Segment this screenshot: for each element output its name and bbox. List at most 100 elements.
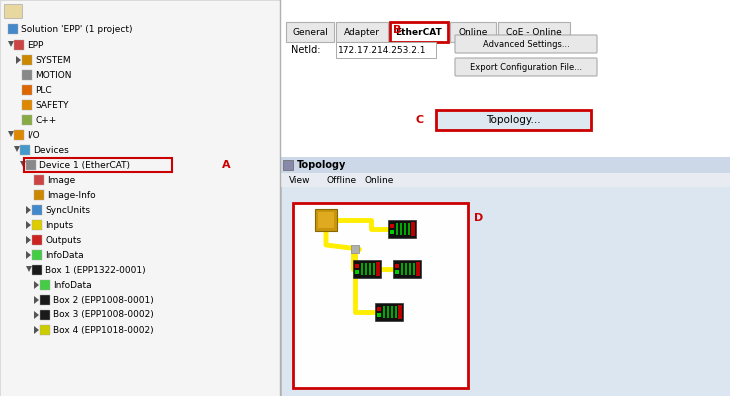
Polygon shape xyxy=(14,146,20,152)
Polygon shape xyxy=(26,221,31,229)
Text: I/O: I/O xyxy=(27,131,39,139)
Bar xyxy=(395,264,399,268)
Polygon shape xyxy=(26,251,31,259)
Text: MOTION: MOTION xyxy=(35,70,72,80)
Bar xyxy=(286,22,334,42)
Text: Online: Online xyxy=(365,175,394,185)
Polygon shape xyxy=(34,326,39,334)
FancyBboxPatch shape xyxy=(455,58,597,76)
Bar xyxy=(32,220,42,230)
Bar xyxy=(32,235,42,245)
Text: SYSTEM: SYSTEM xyxy=(35,55,71,65)
Text: Device 1 (EtherCAT): Device 1 (EtherCAT) xyxy=(39,160,130,169)
Bar xyxy=(32,250,42,260)
Bar xyxy=(450,22,496,42)
Bar xyxy=(283,160,293,170)
Text: InfoData: InfoData xyxy=(53,280,92,289)
Bar xyxy=(40,325,50,335)
Text: 172.17.214.253.2.1: 172.17.214.253.2.1 xyxy=(338,46,426,55)
Bar xyxy=(22,100,32,110)
Bar xyxy=(318,212,334,228)
Bar xyxy=(377,313,381,317)
Bar xyxy=(365,263,367,275)
Polygon shape xyxy=(16,56,21,64)
Text: CoE - Online: CoE - Online xyxy=(506,27,562,36)
Text: View: View xyxy=(289,175,310,185)
Bar xyxy=(34,175,44,185)
Text: PLC: PLC xyxy=(35,86,52,95)
Bar xyxy=(436,110,591,130)
Text: SAFETY: SAFETY xyxy=(35,101,69,110)
Polygon shape xyxy=(26,266,32,272)
Bar xyxy=(411,222,415,236)
Bar xyxy=(22,70,32,80)
Text: Box 3 (EPP1008-0002): Box 3 (EPP1008-0002) xyxy=(53,310,154,320)
Text: Advanced Settings...: Advanced Settings... xyxy=(483,40,569,48)
Bar xyxy=(355,264,359,268)
Bar xyxy=(373,263,375,275)
Bar xyxy=(26,160,36,170)
Bar xyxy=(281,157,730,396)
Text: Offline: Offline xyxy=(327,175,357,185)
Text: SyncUnits: SyncUnits xyxy=(45,206,90,215)
Bar xyxy=(390,22,448,42)
Bar xyxy=(22,55,32,65)
Polygon shape xyxy=(34,296,39,304)
Bar xyxy=(315,209,337,231)
Bar xyxy=(34,190,44,200)
Bar xyxy=(281,157,730,173)
Text: Box 1 (EPP1322-0001): Box 1 (EPP1322-0001) xyxy=(45,265,145,274)
Bar xyxy=(355,270,359,274)
Text: Topology...: Topology... xyxy=(486,115,541,125)
Bar xyxy=(400,223,402,235)
Bar xyxy=(40,310,50,320)
Text: Outputs: Outputs xyxy=(45,236,81,244)
Polygon shape xyxy=(34,311,39,319)
Bar xyxy=(293,203,468,388)
Text: Topology: Topology xyxy=(297,160,346,170)
Polygon shape xyxy=(34,281,39,289)
Bar xyxy=(40,280,50,290)
Text: C: C xyxy=(416,115,424,125)
Bar xyxy=(353,260,381,278)
Bar xyxy=(387,306,389,318)
Text: Image: Image xyxy=(47,175,75,185)
Bar xyxy=(4,4,22,18)
Text: NetId:: NetId: xyxy=(291,45,320,55)
Bar xyxy=(14,130,24,140)
Bar xyxy=(14,40,24,50)
Text: Adapter: Adapter xyxy=(344,27,380,36)
Bar xyxy=(281,173,730,187)
Bar xyxy=(281,0,730,210)
Text: EPP: EPP xyxy=(27,40,43,50)
Polygon shape xyxy=(26,236,31,244)
Bar xyxy=(22,85,32,95)
Bar xyxy=(395,270,399,274)
Text: InfoData: InfoData xyxy=(45,251,84,259)
Text: Devices: Devices xyxy=(33,145,69,154)
Bar xyxy=(408,223,410,235)
Text: D: D xyxy=(474,213,483,223)
Bar xyxy=(8,24,18,34)
Bar xyxy=(40,295,50,305)
Bar xyxy=(398,305,402,319)
Bar xyxy=(393,260,421,278)
Bar xyxy=(24,158,172,172)
Bar xyxy=(396,223,398,235)
Bar xyxy=(377,307,381,311)
Text: Box 4 (EPP1018-0002): Box 4 (EPP1018-0002) xyxy=(53,326,153,335)
Polygon shape xyxy=(8,41,14,47)
Bar xyxy=(401,263,403,275)
Text: Box 2 (EPP1008-0001): Box 2 (EPP1008-0001) xyxy=(53,295,154,305)
Bar xyxy=(361,263,363,275)
Bar xyxy=(32,205,42,215)
Bar xyxy=(351,245,359,253)
Text: B: B xyxy=(393,25,402,35)
Bar xyxy=(405,263,407,275)
Bar xyxy=(416,262,420,276)
Text: Image-Info: Image-Info xyxy=(47,190,96,200)
Text: Online: Online xyxy=(458,27,488,36)
Bar xyxy=(388,220,416,238)
Bar xyxy=(32,265,42,275)
Bar xyxy=(498,22,570,42)
